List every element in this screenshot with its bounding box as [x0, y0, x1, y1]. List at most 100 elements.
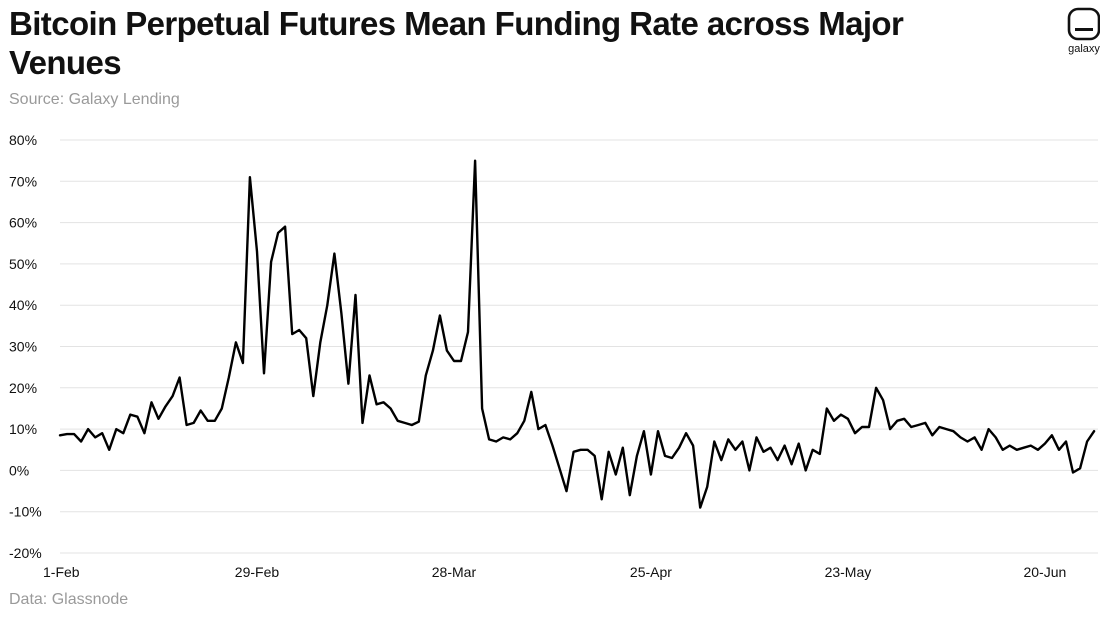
data-point: [1079, 467, 1081, 469]
y-tick-label: 50%: [9, 256, 37, 272]
data-point: [277, 232, 279, 234]
data-point: [643, 430, 645, 432]
data-point: [777, 459, 779, 461]
data-point: [59, 434, 61, 436]
data-point: [73, 433, 75, 435]
data-point: [959, 436, 962, 438]
data-point: [762, 451, 765, 453]
data-point: [376, 403, 378, 405]
data-point: [664, 455, 666, 457]
data-point: [87, 428, 89, 430]
data-point: [221, 407, 223, 410]
data-point: [495, 440, 497, 443]
data-point: [945, 428, 948, 430]
data-point: [741, 440, 744, 443]
data-point: [1093, 430, 1095, 432]
data-point: [699, 507, 701, 509]
data-point: [1009, 445, 1011, 447]
data-point: [812, 449, 814, 451]
data-point: [558, 467, 561, 469]
data-point: [340, 312, 342, 315]
data-point: [734, 449, 737, 451]
data-point: [333, 253, 335, 255]
logo-wordmark: galaxy: [1068, 43, 1100, 55]
data-point: [467, 331, 469, 333]
data-point: [861, 426, 863, 428]
y-tick-label: 30%: [9, 339, 37, 355]
data-point: [1044, 443, 1046, 445]
data-point: [270, 261, 272, 263]
data-point: [769, 447, 772, 449]
data-point: [952, 430, 955, 432]
data-point: [791, 463, 793, 465]
data-point: [242, 362, 244, 364]
x-tick-label: 1-Feb: [43, 564, 80, 580]
data-point: [453, 360, 455, 362]
data-point: [425, 374, 427, 376]
data-point: [748, 469, 751, 471]
data-point: [305, 337, 307, 339]
data-point: [713, 440, 715, 443]
data-point: [179, 376, 181, 379]
data-point: [833, 420, 835, 422]
y-tick-label: 20%: [9, 380, 37, 396]
data-point: [1030, 445, 1032, 447]
data-point: [966, 440, 969, 443]
data-point: [94, 436, 96, 438]
data-credit: Data: Glassnode: [9, 591, 129, 608]
data-point: [608, 451, 610, 453]
data-point: [122, 432, 124, 434]
data-point: [917, 424, 919, 426]
data-point: [784, 445, 786, 447]
x-tick-label: 29-Feb: [235, 564, 280, 580]
data-point: [537, 428, 540, 430]
data-point: [136, 416, 138, 418]
y-tick-label: 70%: [9, 173, 37, 189]
y-tick-label: 0%: [9, 462, 29, 478]
data-point: [1086, 440, 1088, 443]
data-point: [981, 449, 983, 451]
data-point: [432, 350, 434, 352]
y-tick-label: 40%: [9, 297, 37, 313]
data-point: [509, 438, 511, 440]
data-point: [1065, 440, 1067, 443]
data-point: [481, 407, 483, 410]
data-point: [910, 426, 912, 428]
data-point: [1051, 434, 1053, 436]
data-point: [143, 432, 145, 434]
data-point: [516, 432, 518, 434]
data-point: [565, 490, 568, 492]
data-point: [530, 391, 532, 393]
data-point: [889, 428, 891, 430]
data-point: [397, 420, 399, 422]
data-point: [685, 432, 687, 434]
y-tick-label: 60%: [9, 215, 37, 231]
data-point: [164, 405, 167, 407]
data-point: [587, 449, 589, 451]
y-tick-label: -10%: [9, 504, 42, 520]
data-point: [249, 176, 251, 178]
gridlines: [60, 139, 1098, 554]
data-point: [101, 432, 103, 434]
data-point: [580, 449, 582, 451]
data-point: [1072, 471, 1074, 474]
data-point: [418, 421, 420, 423]
data-point: [1016, 449, 1018, 451]
data-point: [840, 414, 842, 416]
data-point: [882, 399, 884, 401]
data-point: [460, 360, 462, 362]
data-point: [186, 424, 188, 426]
source-note: Source: Galaxy Lending: [9, 91, 180, 108]
data-point: [354, 294, 357, 296]
data-point: [819, 453, 821, 455]
data-point: [439, 314, 441, 317]
data-point: [383, 401, 385, 403]
x-tick-label: 28-Mar: [432, 564, 477, 580]
galaxy-logo-icon: [1067, 7, 1100, 41]
data-point: [319, 341, 321, 343]
data-point: [678, 447, 680, 449]
data-point: [924, 422, 926, 424]
data-point: [108, 449, 110, 451]
y-tick-label: 80%: [9, 132, 37, 148]
data-point: [298, 329, 300, 331]
